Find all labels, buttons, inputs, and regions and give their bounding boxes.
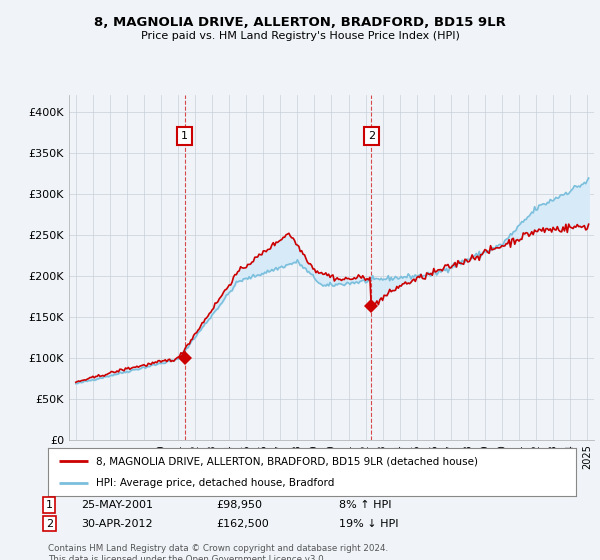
Text: 8% ↑ HPI: 8% ↑ HPI bbox=[339, 500, 391, 510]
Text: 1: 1 bbox=[181, 131, 188, 141]
Text: Contains HM Land Registry data © Crown copyright and database right 2024.
This d: Contains HM Land Registry data © Crown c… bbox=[48, 544, 388, 560]
Text: £98,950: £98,950 bbox=[216, 500, 262, 510]
Text: 19% ↓ HPI: 19% ↓ HPI bbox=[339, 519, 398, 529]
Text: 25-MAY-2001: 25-MAY-2001 bbox=[81, 500, 153, 510]
Text: Price paid vs. HM Land Registry's House Price Index (HPI): Price paid vs. HM Land Registry's House … bbox=[140, 31, 460, 41]
Text: 2: 2 bbox=[46, 519, 53, 529]
Text: 1: 1 bbox=[46, 500, 53, 510]
Text: HPI: Average price, detached house, Bradford: HPI: Average price, detached house, Brad… bbox=[95, 478, 334, 488]
Text: 2: 2 bbox=[368, 131, 375, 141]
Text: £162,500: £162,500 bbox=[216, 519, 269, 529]
Text: 30-APR-2012: 30-APR-2012 bbox=[81, 519, 152, 529]
Text: 8, MAGNOLIA DRIVE, ALLERTON, BRADFORD, BD15 9LR (detached house): 8, MAGNOLIA DRIVE, ALLERTON, BRADFORD, B… bbox=[95, 456, 478, 466]
Text: 8, MAGNOLIA DRIVE, ALLERTON, BRADFORD, BD15 9LR: 8, MAGNOLIA DRIVE, ALLERTON, BRADFORD, B… bbox=[94, 16, 506, 29]
